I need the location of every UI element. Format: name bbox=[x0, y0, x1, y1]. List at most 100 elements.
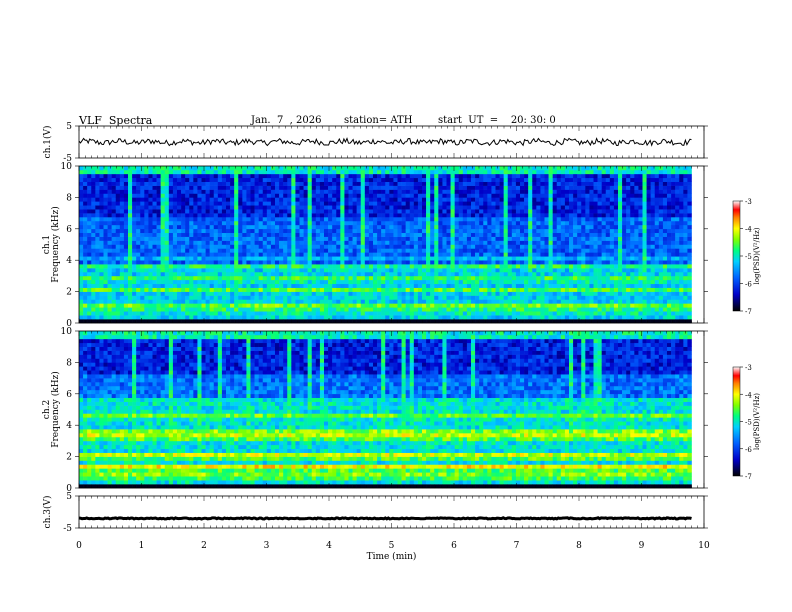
spectrogram-cell bbox=[160, 240, 166, 245]
spectrogram-cell bbox=[556, 303, 562, 308]
spectrogram-cell bbox=[552, 279, 558, 285]
spectrogram-cell bbox=[328, 224, 333, 230]
spectrogram-cell bbox=[107, 287, 112, 292]
spectrogram-cell bbox=[209, 236, 215, 241]
spectrogram-cell bbox=[360, 181, 366, 186]
spectrogram-cell bbox=[352, 279, 357, 285]
spectrogram-cell bbox=[377, 224, 382, 230]
spectrogram-cell bbox=[520, 228, 525, 234]
spectrogram-cell bbox=[385, 287, 390, 292]
spectrogram-cell bbox=[438, 248, 443, 253]
spectrogram-cell bbox=[544, 256, 549, 261]
spectrogram-cell bbox=[144, 291, 149, 296]
spectrogram-cell bbox=[242, 311, 247, 316]
spectrogram-cell bbox=[181, 220, 186, 226]
spectrogram-cell bbox=[172, 303, 178, 308]
spectrogram-cell bbox=[389, 177, 394, 182]
spectrogram-cell bbox=[295, 185, 300, 190]
spectrogram-cell bbox=[217, 315, 223, 320]
spectrogram-cell bbox=[393, 166, 398, 171]
spectrogram-cell bbox=[364, 236, 370, 241]
spectrogram-cell bbox=[377, 244, 382, 249]
spectrogram-cell bbox=[144, 295, 149, 300]
spectrogram-cell bbox=[560, 248, 566, 253]
spectrogram-cell bbox=[299, 275, 304, 281]
spectrogram-cell bbox=[246, 240, 251, 245]
spectrogram-cell bbox=[115, 260, 121, 265]
ch1-spectrogram-heatmap bbox=[79, 166, 692, 324]
spectrogram-cell bbox=[185, 185, 190, 190]
spectrogram-cell bbox=[319, 307, 325, 312]
spectrogram-cell bbox=[352, 291, 357, 296]
spectrogram-cell bbox=[168, 197, 174, 202]
spectrogram-cell bbox=[242, 283, 247, 288]
spectrogram-cell bbox=[303, 173, 308, 179]
spectrogram-cell bbox=[111, 205, 117, 210]
spectrogram-cell bbox=[487, 173, 492, 179]
spectrogram-cell bbox=[156, 303, 161, 308]
spectrogram-cell bbox=[299, 291, 304, 296]
spectrogram-cell bbox=[319, 295, 325, 300]
spectrogram-cell bbox=[172, 279, 178, 285]
spectrogram-cell bbox=[132, 268, 137, 273]
spectrogram-cell bbox=[556, 279, 562, 285]
spectrogram-cell bbox=[479, 319, 484, 324]
spectrogram-cell bbox=[556, 307, 562, 312]
spectrogram-cell bbox=[356, 244, 362, 249]
spectrogram-cell bbox=[556, 264, 562, 269]
spectrogram-cell bbox=[156, 244, 161, 249]
spectrogram-cell bbox=[324, 319, 329, 324]
spectrogram-cell bbox=[434, 224, 439, 230]
spectrogram-cell bbox=[144, 201, 149, 206]
spectrogram-cell bbox=[507, 193, 513, 198]
spectrogram-cell bbox=[540, 173, 545, 179]
spectrogram-cell bbox=[356, 268, 362, 273]
spectrogram-cell bbox=[491, 181, 496, 186]
spectrogram-cell bbox=[160, 291, 166, 296]
spectrogram-cell bbox=[511, 252, 517, 257]
spectrogram-cell bbox=[213, 197, 219, 202]
spectrogram-cell bbox=[193, 173, 198, 179]
spectrogram-cell bbox=[205, 279, 210, 285]
spectrogram-cell bbox=[107, 291, 112, 296]
spectrogram-cell bbox=[324, 193, 329, 198]
spectrogram-cell bbox=[405, 303, 411, 308]
spectrogram-cell bbox=[515, 271, 521, 277]
spectrogram-cell bbox=[393, 264, 398, 269]
spectrogram-cell bbox=[95, 252, 100, 257]
spectrogram-cell bbox=[352, 189, 357, 194]
spectrogram-cell bbox=[458, 252, 464, 257]
spectrogram-cell bbox=[291, 256, 296, 261]
spectrogram-cell bbox=[221, 283, 227, 288]
spectrogram-cell bbox=[426, 295, 431, 300]
spectrogram-cell bbox=[111, 220, 117, 226]
spectrogram-cell bbox=[181, 217, 186, 222]
spectrogram-cell bbox=[287, 197, 292, 202]
spectrogram-cell bbox=[201, 279, 206, 285]
spectrogram-cell bbox=[83, 311, 88, 316]
spectrogram-cell bbox=[352, 201, 357, 206]
spectrogram-cell bbox=[442, 220, 447, 226]
spectrogram-cell bbox=[234, 173, 239, 179]
spectrogram-cell bbox=[344, 197, 349, 202]
spectrogram-cell bbox=[328, 287, 333, 292]
spectrogram-cell bbox=[507, 217, 513, 222]
spectrogram-cell bbox=[332, 232, 337, 237]
spectrogram-cell bbox=[560, 181, 566, 186]
spectrogram-cell bbox=[364, 315, 370, 320]
spectrogram-cell bbox=[115, 224, 121, 230]
spectrogram-cell bbox=[217, 307, 223, 312]
spectrogram-cell bbox=[283, 193, 288, 198]
spectrogram-cell bbox=[148, 307, 153, 312]
spectrogram-cell bbox=[528, 201, 533, 206]
spectrogram-cell bbox=[307, 173, 313, 179]
spectrogram-cell bbox=[103, 228, 108, 234]
spectrogram-cell bbox=[540, 248, 545, 253]
spectrogram-cell bbox=[405, 236, 411, 241]
spectrogram-cell bbox=[205, 319, 210, 324]
spectrogram-cell bbox=[324, 185, 329, 190]
spectrogram-cell bbox=[352, 177, 357, 182]
spectrogram-cell bbox=[123, 228, 129, 234]
spectrogram-cell bbox=[185, 169, 190, 175]
spectrogram-cell bbox=[287, 279, 292, 285]
